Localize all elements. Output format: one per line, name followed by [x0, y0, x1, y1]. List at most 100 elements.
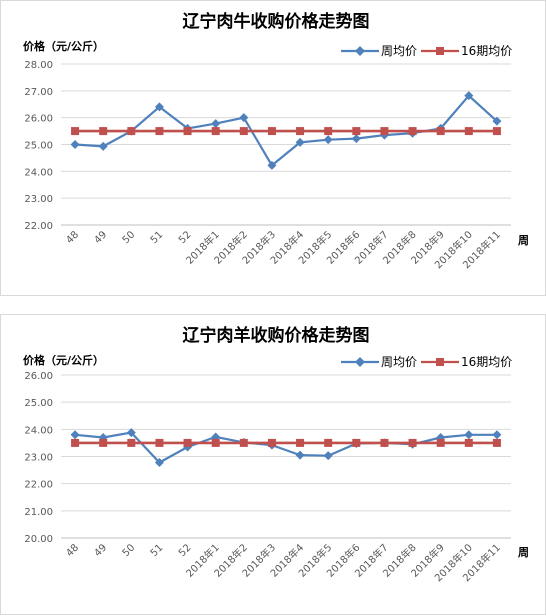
y-tick-labels: 20.00 21.00 22.00 23.00 24.00 25.00 26.00 — [24, 371, 53, 545]
series-markers — [70, 91, 502, 170]
legend-marker-avg — [436, 47, 444, 55]
data-point — [464, 430, 474, 440]
y-tick-label: 26.00 — [24, 114, 53, 125]
data-point — [239, 113, 249, 123]
grid — [61, 374, 511, 539]
data-point — [127, 127, 136, 136]
beef-price-chart-panel: 辽宁肉牛收购价格走势图 价格（元/公斤） 周 周均价 16期均价 22.00 23… — [0, 0, 546, 296]
x-tick-label: 51 — [149, 229, 166, 246]
y-tick-label: 27.00 — [24, 87, 53, 98]
grid — [61, 63, 511, 226]
data-point — [351, 134, 361, 144]
legend-marker-weekly — [355, 357, 365, 367]
mutton-price-chart: 辽宁肉羊收购价格走势图 价格（元/公斤） 周 周均价 16期均价 20.00 21… — [23, 325, 529, 584]
chart-title: 辽宁肉羊收购价格走势图 — [183, 325, 370, 346]
legend-marker-avg — [436, 358, 444, 366]
data-point — [296, 438, 305, 447]
data-point — [492, 430, 502, 440]
y-tick-label: 22.00 — [24, 480, 53, 491]
data-point — [267, 438, 276, 447]
x-tick-label: 51 — [149, 542, 166, 559]
data-point — [239, 127, 248, 136]
data-point — [127, 438, 136, 447]
data-point — [71, 127, 80, 136]
data-point — [408, 438, 417, 447]
data-point — [98, 432, 108, 442]
data-point — [380, 438, 389, 447]
data-point — [154, 102, 164, 112]
x-tick-label: 50 — [121, 229, 138, 246]
data-point — [126, 428, 136, 438]
x-axis-label: 周 — [518, 546, 529, 559]
y-tick-label: 24.00 — [24, 425, 53, 436]
y-tick-label: 20.00 — [24, 534, 53, 545]
data-point — [492, 127, 501, 136]
legend-label-weekly: 周均价 — [381, 44, 417, 58]
data-point — [436, 127, 445, 136]
x-tick-label: 49 — [93, 542, 110, 559]
data-point — [70, 140, 80, 149]
x-axis-label: 周 — [518, 234, 529, 247]
data-point — [211, 119, 221, 129]
data-point — [267, 127, 276, 136]
data-point — [352, 127, 361, 136]
beef-price-chart: 辽宁肉牛收购价格走势图 价格（元/公斤） 周 周均价 16期均价 22.00 23… — [23, 11, 529, 271]
data-point — [211, 127, 220, 136]
data-point — [267, 160, 277, 170]
data-point — [492, 438, 501, 447]
series-line-0 — [74, 431, 497, 464]
data-point — [380, 127, 389, 136]
data-point — [436, 432, 446, 442]
x-tick-labels: 48 49 50 51 522018年12018年22018年32018年42018年5… — [64, 541, 503, 584]
x-tick-label: 52 — [177, 229, 194, 246]
y-tick-label: 23.00 — [24, 453, 53, 464]
data-point — [295, 450, 305, 460]
series-markers — [70, 428, 502, 467]
x-tick-label: 48 — [64, 542, 81, 559]
legend: 周均价 16期均价 — [341, 44, 512, 58]
y-axis-label: 价格（元/公斤） — [23, 353, 104, 367]
data-point — [464, 127, 473, 136]
y-tick-label: 23.00 — [24, 194, 53, 205]
legend-label-avg: 16期均价 — [461, 355, 512, 369]
legend-marker-weekly — [355, 46, 365, 56]
y-tick-label: 26.00 — [24, 371, 53, 382]
data-point — [183, 438, 192, 447]
data-point — [183, 127, 192, 136]
data-point — [99, 127, 108, 136]
data-point — [71, 438, 80, 447]
data-point — [436, 438, 445, 447]
data-point — [98, 141, 108, 151]
data-point — [408, 127, 417, 136]
data-point — [296, 127, 305, 136]
data-point — [324, 127, 333, 136]
y-tick-label: 25.00 — [24, 398, 53, 409]
data-point — [464, 438, 473, 447]
data-point — [295, 137, 305, 147]
y-axis-label: 价格（元/公斤） — [23, 39, 104, 53]
data-point — [324, 438, 333, 447]
y-tick-label: 25.00 — [24, 141, 53, 152]
data-point — [492, 116, 502, 126]
chart-title: 辽宁肉牛收购价格走势图 — [183, 11, 370, 32]
data-point — [352, 438, 361, 447]
y-tick-labels: 22.00 23.00 24.00 25.00 26.00 27.00 28.00 — [24, 60, 53, 232]
y-tick-label: 21.00 — [24, 507, 53, 518]
y-tick-label: 28.00 — [24, 60, 53, 71]
legend-label-weekly: 周均价 — [381, 355, 417, 369]
x-tick-label: 49 — [93, 229, 110, 246]
data-point — [323, 135, 333, 145]
data-point — [154, 457, 164, 467]
data-point — [99, 438, 108, 447]
x-tick-label: 48 — [64, 229, 81, 246]
data-point — [155, 438, 164, 447]
series-lines — [74, 431, 497, 464]
data-point — [323, 451, 333, 461]
legend-label-avg: 16期均价 — [461, 44, 512, 58]
y-tick-label: 24.00 — [24, 167, 53, 178]
y-tick-label: 22.00 — [24, 221, 53, 232]
x-tick-label: 50 — [121, 542, 138, 559]
data-point — [70, 430, 80, 440]
series-lines — [75, 94, 498, 167]
mutton-price-chart-panel: 辽宁肉羊收购价格走势图 价格（元/公斤） 周 周均价 16期均价 20.00 21… — [0, 314, 546, 615]
